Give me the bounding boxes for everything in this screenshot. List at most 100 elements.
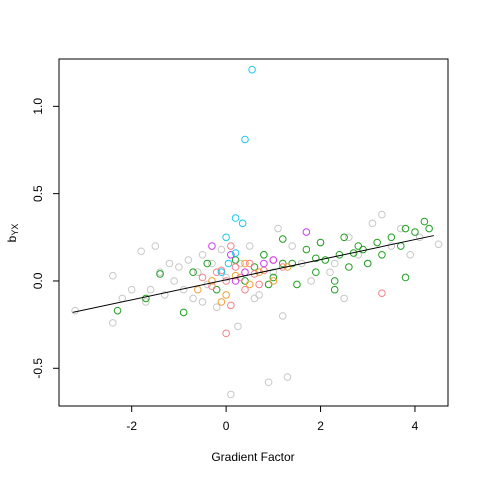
point (227, 301, 235, 310)
y-tick-label: 1.0 (31, 98, 45, 115)
point (142, 294, 150, 303)
point (212, 268, 221, 277)
point (411, 228, 419, 236)
point (269, 268, 278, 277)
point (198, 298, 207, 306)
point (269, 256, 278, 264)
point (368, 219, 377, 228)
point (189, 294, 197, 303)
point (340, 233, 348, 242)
point (288, 242, 297, 250)
point (278, 312, 287, 320)
point (245, 280, 254, 289)
point (245, 242, 254, 250)
point (127, 285, 136, 294)
point (224, 259, 233, 268)
point (142, 298, 150, 306)
point (146, 285, 155, 294)
point (212, 285, 221, 294)
point (363, 259, 372, 268)
point (260, 250, 268, 259)
point (302, 228, 311, 236)
point (227, 390, 235, 399)
point (255, 280, 263, 289)
point (193, 268, 202, 277)
point (222, 233, 230, 242)
point (241, 277, 249, 285)
point (241, 268, 249, 277)
point (312, 254, 320, 263)
point (208, 242, 216, 250)
point (212, 303, 221, 311)
point (401, 224, 410, 233)
y-tick-label: 0.5 (31, 185, 45, 202)
point (415, 233, 424, 242)
x-tick-label: 0 (223, 419, 230, 433)
y-tick-label: -0.5 (31, 358, 45, 379)
point (283, 373, 292, 381)
point (312, 268, 320, 277)
point (278, 235, 287, 243)
point (217, 268, 226, 277)
point (340, 294, 348, 303)
point (293, 280, 301, 289)
point (269, 273, 278, 282)
y-tick-label: 0.0 (31, 272, 45, 289)
point (264, 280, 273, 289)
point (222, 329, 230, 338)
x-axis-label: Gradient Factor (211, 450, 294, 464)
point (208, 277, 216, 285)
point (345, 263, 353, 271)
fit-line (72, 235, 434, 313)
point (330, 285, 339, 294)
point (255, 291, 263, 299)
point (222, 291, 230, 299)
point (387, 242, 396, 250)
point (248, 65, 256, 74)
point (208, 259, 216, 268)
point (396, 224, 405, 233)
point (345, 233, 353, 242)
point (260, 259, 268, 268)
point (245, 259, 254, 268)
point (198, 273, 207, 282)
point (264, 378, 273, 387)
point (241, 285, 249, 294)
point (231, 271, 240, 280)
x-tick-label: -2 (126, 419, 137, 433)
point (434, 240, 443, 249)
point (113, 306, 122, 315)
point (179, 308, 188, 317)
point (378, 210, 386, 219)
point (321, 256, 330, 264)
point (302, 245, 311, 254)
point (241, 259, 249, 268)
point (231, 249, 240, 257)
point (316, 238, 325, 247)
point (217, 245, 226, 254)
point (71, 306, 79, 315)
y-axis-label-sub: YX (10, 224, 20, 236)
point (227, 242, 235, 250)
point (326, 268, 334, 277)
point (401, 273, 410, 282)
x-tick-label: 2 (317, 419, 324, 433)
point (307, 277, 315, 285)
point (425, 224, 433, 233)
point (396, 242, 405, 250)
point (231, 263, 240, 271)
point (378, 250, 386, 259)
point (359, 245, 367, 254)
point (217, 298, 226, 306)
point (373, 238, 381, 247)
point (387, 233, 396, 242)
point (330, 259, 339, 268)
point (137, 247, 145, 256)
y-axis-label-main: b (5, 235, 19, 242)
point (354, 242, 363, 250)
point (184, 256, 193, 264)
point (420, 217, 429, 226)
point (297, 259, 306, 268)
point (238, 219, 247, 228)
